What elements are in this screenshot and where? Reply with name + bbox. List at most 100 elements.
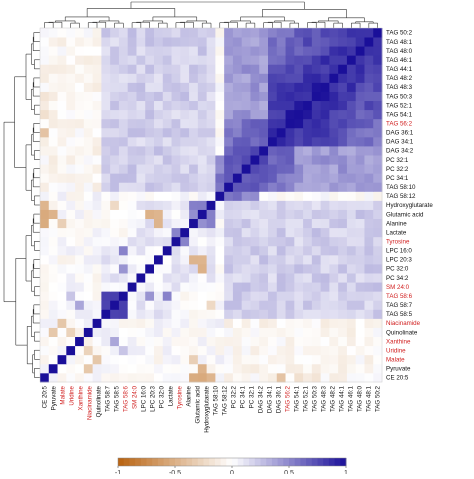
- heatmap-cell: [118, 236, 129, 247]
- column-label: Quinolinate: [96, 385, 103, 417]
- heatmap-cell: [338, 173, 348, 183]
- heatmap-cell: [329, 64, 339, 74]
- heatmap-cell: [329, 282, 339, 292]
- heatmap-cell: [40, 264, 50, 274]
- heatmap-cell: [206, 37, 216, 47]
- heatmap-cell: [180, 300, 190, 310]
- heatmap-cell: [303, 372, 313, 383]
- heatmap-cell: [338, 354, 348, 365]
- heatmap-cell: [215, 300, 225, 310]
- colorbar-swatch: [157, 458, 164, 466]
- heatmap-cell: [92, 91, 102, 102]
- heatmap-cell: [57, 46, 67, 56]
- heatmap-cell: [215, 372, 225, 383]
- column-label: TAG 54:1: [294, 385, 301, 412]
- heatmap-cell: [197, 363, 208, 374]
- heatmap-cell: [145, 73, 155, 83]
- heatmap-cell: [145, 327, 155, 338]
- row-label: Niacinamide: [386, 320, 421, 327]
- heatmap-cell: [338, 37, 348, 47]
- heatmap-cell: [250, 100, 260, 111]
- heatmap-cell: [355, 300, 365, 310]
- heatmap-cell: [171, 200, 181, 210]
- heatmap-cell: [285, 46, 295, 56]
- heatmap-cell: [373, 28, 383, 38]
- heatmap-cell: [268, 300, 278, 310]
- row-label: Malate: [386, 357, 405, 364]
- heatmap-cell: [180, 191, 190, 201]
- heatmap-cell: [294, 182, 304, 192]
- heatmap-cell: [48, 73, 58, 83]
- heatmap-cell: [285, 64, 295, 74]
- heatmap-cell: [320, 136, 330, 147]
- heatmap-cell: [346, 118, 357, 129]
- heatmap-cell: [373, 146, 383, 156]
- heatmap-cell: [285, 73, 295, 83]
- heatmap-cell: [162, 309, 172, 319]
- heatmap-cell: [373, 300, 383, 310]
- heatmap-cell: [110, 73, 120, 83]
- heatmap-cell: [294, 136, 304, 147]
- heatmap-cell: [364, 372, 374, 383]
- heatmap-cell: [303, 109, 313, 120]
- heatmap-cell: [40, 100, 50, 111]
- heatmap-cell: [57, 282, 67, 292]
- heatmap-cell: [268, 282, 278, 292]
- heatmap-cell: [250, 155, 260, 165]
- heatmap-cell: [180, 100, 190, 111]
- heatmap-cell: [154, 273, 164, 283]
- heatmap-cell: [162, 345, 172, 356]
- heatmap-cell: [224, 218, 234, 229]
- heatmap-cell: [171, 254, 181, 265]
- heatmap-cell: [154, 291, 164, 301]
- heatmap-cell: [303, 209, 313, 220]
- heatmap-cell: [224, 82, 234, 92]
- heatmap-cell: [154, 191, 164, 201]
- heatmap-cell: [268, 118, 278, 129]
- column-label: Niacinamide: [87, 385, 94, 420]
- heatmap-cell: [276, 291, 286, 301]
- heatmap-cell: [48, 354, 58, 365]
- heatmap-cell: [268, 372, 278, 383]
- heatmap-cell: [259, 282, 269, 292]
- heatmap-cell: [346, 291, 357, 301]
- heatmap-cell: [364, 118, 374, 129]
- heatmap-cell: [215, 218, 225, 229]
- heatmap-cell: [346, 173, 357, 183]
- heatmap-cell: [373, 236, 383, 247]
- heatmap-cell: [171, 64, 181, 74]
- row-label: TAG 58:12: [386, 193, 416, 200]
- colorbar-swatch: [203, 458, 210, 466]
- row-label: TAG 48:2: [386, 75, 413, 82]
- heatmap-cell: [329, 109, 339, 120]
- heatmap-cell: [285, 118, 295, 129]
- heatmap-cell: [303, 273, 313, 283]
- heatmap-cell: [241, 136, 251, 147]
- heatmap-cell: [197, 327, 208, 338]
- heatmap-cell: [110, 209, 120, 220]
- heatmap-cell: [180, 218, 190, 229]
- heatmap-cell: [215, 200, 225, 210]
- heatmap-cell: [206, 118, 216, 129]
- heatmap-cell: [215, 182, 225, 192]
- heatmap-cell: [66, 363, 76, 374]
- heatmap-cell: [259, 37, 269, 47]
- heatmap-cell: [197, 300, 208, 310]
- heatmap-cell: [346, 273, 357, 283]
- heatmap-cell: [373, 37, 383, 47]
- column-label: TAG 56:2: [285, 385, 292, 412]
- heatmap-cell: [355, 118, 365, 129]
- heatmap-cell: [373, 200, 383, 210]
- heatmap-cell: [241, 372, 251, 383]
- heatmap-cell: [118, 264, 129, 274]
- heatmap-cell: [118, 155, 129, 165]
- heatmap-cell: [241, 100, 251, 111]
- heatmap-cell: [355, 155, 365, 165]
- heatmap-cell: [101, 46, 111, 56]
- heatmap-cell: [311, 46, 322, 56]
- heatmap-cell: [276, 354, 286, 365]
- row-label: CE 20:5: [386, 375, 409, 382]
- heatmap-cell: [355, 273, 365, 283]
- heatmap-cell: [83, 345, 94, 356]
- heatmap-cell: [241, 227, 251, 238]
